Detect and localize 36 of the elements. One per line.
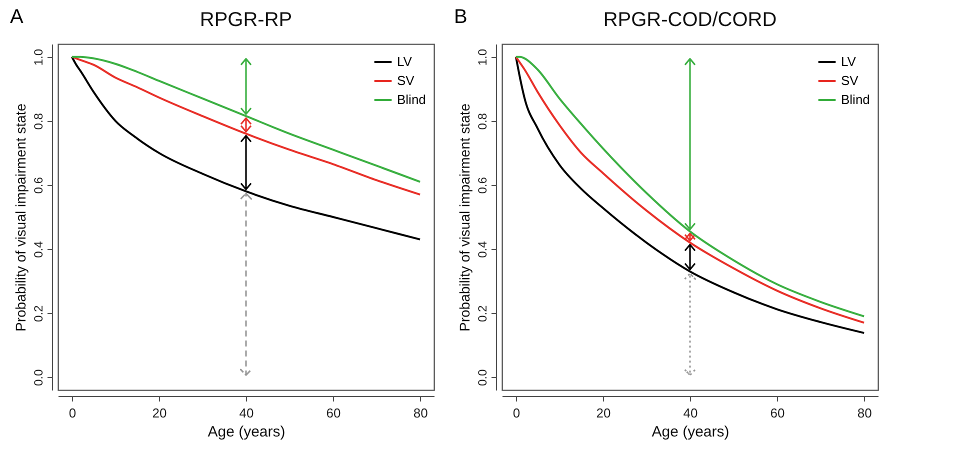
legend-label: LV bbox=[397, 54, 412, 69]
y-tick-label: 0.0 bbox=[32, 369, 46, 386]
text: B bbox=[454, 6, 468, 29]
y-tick-label: 0.6 bbox=[476, 176, 490, 194]
y-tick-label: 0.6 bbox=[32, 176, 46, 194]
legend-label: Blind bbox=[841, 92, 870, 107]
y-tick-label: 0.0 bbox=[476, 369, 490, 386]
x-tick-label: 60 bbox=[770, 406, 785, 420]
x-tick-label: 60 bbox=[326, 406, 341, 420]
x-tick-label: 80 bbox=[857, 406, 872, 420]
x-tick-label: 0 bbox=[512, 406, 520, 420]
x-tick-label: 0 bbox=[68, 406, 76, 420]
text: A bbox=[10, 6, 24, 29]
legend-label: SV bbox=[841, 73, 859, 88]
y-axis-title: Probability of visual impairment state bbox=[456, 103, 472, 332]
y-tick-label: 0.4 bbox=[476, 240, 490, 258]
x-axis-title: Age (years) bbox=[652, 424, 730, 440]
y-tick-label: 0.2 bbox=[476, 304, 490, 322]
y-tick-label: 0.8 bbox=[32, 112, 46, 130]
x-axis-title: Age (years) bbox=[208, 424, 286, 440]
x-tick-label: 80 bbox=[413, 406, 428, 420]
chart-title: RPGR-RP bbox=[200, 9, 292, 31]
y-tick-label: 1.0 bbox=[32, 48, 46, 66]
y-tick-label: 0.8 bbox=[476, 112, 490, 130]
legend-label: Blind bbox=[397, 92, 426, 107]
chart-title: RPGR-COD/CORD bbox=[603, 9, 777, 31]
legend-label: LV bbox=[841, 54, 856, 69]
x-tick-label: 40 bbox=[239, 406, 254, 420]
y-axis-title: Probability of visual impairment state bbox=[12, 103, 28, 332]
x-tick-label: 20 bbox=[596, 406, 611, 420]
y-tick-label: 0.2 bbox=[32, 304, 46, 322]
y-tick-label: 1.0 bbox=[476, 48, 490, 66]
legend-label: SV bbox=[397, 73, 415, 88]
x-tick-label: 40 bbox=[683, 406, 698, 420]
y-tick-label: 0.4 bbox=[32, 240, 46, 258]
x-tick-label: 20 bbox=[152, 406, 167, 420]
